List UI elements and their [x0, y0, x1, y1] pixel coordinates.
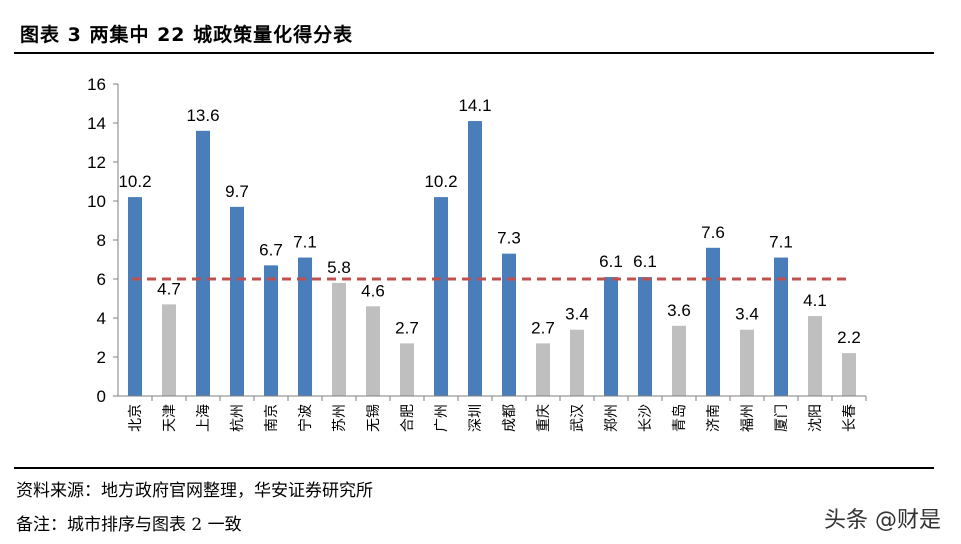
data-label: 6.1	[599, 252, 623, 271]
x-tick-label: 上海	[196, 404, 212, 432]
data-label: 3.6	[667, 301, 691, 320]
y-tick-label: 10	[87, 192, 106, 211]
bar	[604, 277, 618, 396]
data-label: 2.7	[531, 318, 555, 337]
bar	[842, 353, 856, 396]
bar	[536, 343, 550, 396]
data-label: 7.3	[497, 229, 521, 248]
bar	[774, 257, 788, 396]
x-tick-label: 武汉	[570, 404, 586, 432]
x-tick-label: 深圳	[468, 404, 484, 432]
y-tick-label: 8	[97, 231, 106, 250]
x-axis: 北京 天津 上海 杭州 南京 宁波 苏州 无锡 合肥 广州 深圳 成都 重庆 武汉 郑州 长沙 青岛 济南 福州 厦门…	[118, 395, 867, 432]
data-label: 6.7	[259, 240, 283, 259]
remark-note: 备注：城市排序与图表 2 一致	[16, 515, 242, 535]
data-label: 2.2	[837, 328, 861, 347]
bar	[570, 329, 584, 396]
bar	[672, 325, 686, 396]
x-tick-label: 杭州	[230, 404, 246, 432]
x-tick-label: 郑州	[604, 404, 620, 432]
bar	[162, 304, 176, 396]
x-tick-label: 南京	[264, 404, 280, 432]
value-labels: 10.2 4.7 13.6 9.7 6.7 7.1 5.8 4.6 2.7 10.2 14.1 7.3…	[118, 96, 860, 347]
y-tick-label: 0	[97, 387, 106, 406]
x-tick-label: 福州	[740, 404, 756, 432]
data-label: 3.4	[565, 305, 589, 324]
y-tick-label: 16	[87, 75, 106, 94]
data-label: 6.1	[633, 252, 657, 271]
x-tick-label: 成都	[502, 404, 518, 432]
x-tick-label: 厦门	[774, 404, 790, 432]
y-tick-label: 14	[87, 114, 106, 133]
x-tick-label: 重庆	[536, 404, 552, 432]
bar-series	[128, 121, 856, 397]
bar	[740, 329, 754, 396]
bar	[434, 197, 448, 396]
y-axis: 0 2 4 6 8 10 12 14 16	[87, 75, 119, 406]
x-tick-label: 济南	[706, 404, 722, 432]
data-label: 3.4	[735, 305, 759, 324]
bar	[230, 206, 244, 396]
x-tick-label: 广州	[434, 404, 450, 432]
bar	[502, 253, 516, 396]
data-label: 10.2	[424, 172, 457, 191]
data-label: 9.7	[225, 182, 249, 201]
title-divider	[14, 52, 934, 54]
data-label: 13.6	[186, 106, 219, 125]
bar	[638, 277, 652, 396]
data-label: 7.1	[769, 233, 793, 252]
data-label: 4.7	[157, 279, 181, 298]
bar	[706, 247, 720, 396]
x-tick-label: 苏州	[332, 404, 348, 432]
bar	[298, 257, 312, 396]
y-tick-label: 6	[97, 270, 106, 289]
bar	[400, 343, 414, 396]
data-label: 4.6	[361, 281, 385, 300]
data-label: 10.2	[118, 172, 151, 191]
watermark: 头条 @财是	[824, 508, 941, 533]
data-label: 7.1	[293, 233, 317, 252]
data-label: 4.1	[803, 291, 827, 310]
bar	[196, 130, 210, 397]
data-label: 14.1	[458, 96, 491, 115]
bar	[128, 197, 142, 396]
x-tick-label: 青岛	[672, 404, 688, 432]
bar	[332, 282, 346, 396]
x-tick-label: 合肥	[400, 404, 416, 432]
x-tick-label: 沈阳	[808, 404, 824, 432]
bar-chart: 0 2 4 6 8 10 12 14 16 10.2 4.7 13.6 9.7 6.7 7.1 5.8 4.6…	[87, 75, 867, 432]
source-note: 资料来源：地方政府官网整理，华安证券研究所	[16, 481, 373, 501]
bar	[468, 121, 482, 397]
data-label: 7.6	[701, 223, 725, 242]
footer-divider	[14, 467, 934, 469]
x-tick-label: 无锡	[366, 404, 382, 432]
chart-title: 图表 3 两集中 22 城政策量化得分表	[20, 24, 354, 46]
bar	[264, 265, 278, 396]
x-tick-label: 宁波	[297, 404, 314, 432]
data-label: 2.7	[395, 318, 419, 337]
bar	[366, 306, 380, 396]
x-tick-label: 北京	[128, 404, 144, 432]
x-tick-label: 长春	[842, 404, 858, 432]
y-tick-label: 12	[87, 153, 106, 172]
data-label: 5.8	[327, 258, 351, 277]
y-tick-label: 4	[97, 309, 106, 328]
y-tick-label: 2	[97, 348, 106, 367]
x-tick-label: 天津	[162, 404, 178, 432]
bar	[808, 316, 822, 396]
x-tick-label: 长沙	[638, 404, 654, 432]
